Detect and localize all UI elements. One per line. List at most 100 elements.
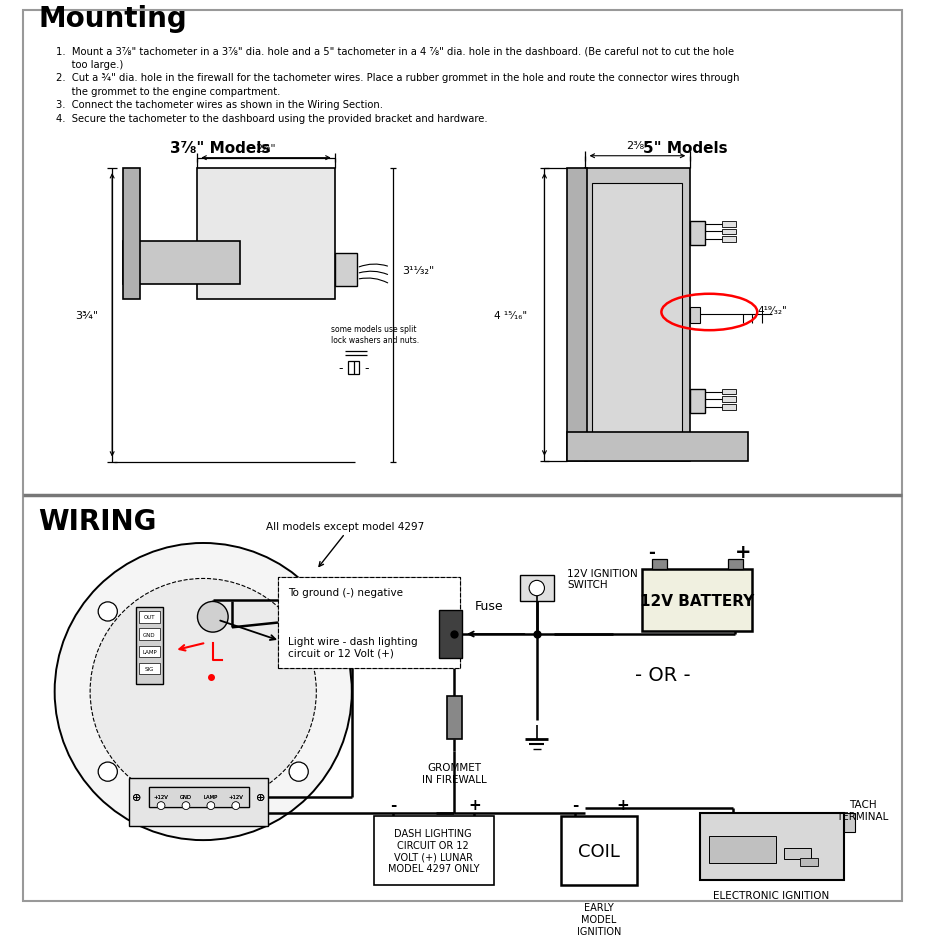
Circle shape (182, 802, 190, 810)
Bar (123, 169, 140, 300)
Text: 4 ¹⁵⁄₁₆": 4 ¹⁵⁄₁₆" (494, 311, 527, 320)
Text: +12V: +12V (228, 795, 243, 799)
Text: ⊕: ⊕ (132, 792, 142, 802)
Bar (278, 577, 460, 668)
Text: TACH
TERMINAL: TACH TERMINAL (836, 799, 889, 821)
Circle shape (290, 602, 308, 622)
Text: 2ⁱ⁄₈": 2ⁱ⁄₈" (255, 144, 276, 154)
Bar (709, 837, 776, 863)
Bar (139, 611, 160, 622)
Bar (652, 560, 667, 569)
Text: ELECTRONIC IGNITION: ELECTRONIC IGNITION (713, 890, 830, 900)
Text: 1.  Mount a 3⅞" tachometer in a 3⅞" dia. hole and a 5" tachometer in a 4 ⅞" dia.: 1. Mount a 3⅞" tachometer in a 3⅞" dia. … (56, 47, 734, 56)
Text: DASH LIGHTING
CIRCUIT OR 12
VOLT (+) LUNAR
MODEL 4297 ONLY: DASH LIGHTING CIRCUIT OR 12 VOLT (+) LUN… (388, 828, 479, 873)
Text: 4¹⁹⁄₃₂": 4¹⁹⁄₃₂" (758, 306, 787, 315)
Bar (567, 432, 747, 461)
Bar (348, 361, 360, 375)
Text: +12V: +12V (154, 795, 168, 799)
Bar (690, 389, 705, 413)
Circle shape (232, 802, 240, 810)
Text: GROMMET
IN FIREWALL: GROMMET IN FIREWALL (422, 763, 487, 784)
Text: 12V IGNITION
SWITCH: 12V IGNITION SWITCH (567, 568, 638, 590)
Bar (699, 813, 844, 881)
Bar (844, 813, 855, 832)
Bar (722, 237, 736, 242)
Circle shape (290, 762, 308, 782)
Bar (123, 241, 240, 285)
Text: 5" Models: 5" Models (643, 140, 728, 155)
Text: +: + (468, 797, 481, 812)
Circle shape (55, 544, 352, 841)
Circle shape (157, 802, 165, 810)
Circle shape (90, 578, 316, 805)
Bar (642, 569, 752, 632)
Text: 12V BATTERY: 12V BATTERY (640, 593, 754, 608)
Text: LAMP: LAMP (142, 649, 157, 654)
Text: WIRING: WIRING (38, 507, 156, 535)
Bar (722, 404, 736, 410)
Bar (139, 663, 160, 675)
Bar (139, 629, 160, 640)
Text: GND: GND (180, 795, 191, 799)
Text: LAMP: LAMP (204, 795, 218, 799)
Circle shape (182, 802, 190, 810)
Text: 3¹¹⁄₃₂": 3¹¹⁄₃₂" (402, 266, 435, 275)
Bar (690, 308, 699, 323)
Text: 2³⁄₈": 2³⁄₈" (626, 141, 649, 151)
Circle shape (98, 602, 117, 622)
Bar (149, 787, 249, 807)
Text: 3.  Connect the tachometer wires as shown in the Wiring Section.: 3. Connect the tachometer wires as shown… (56, 100, 383, 110)
Text: ⊕: ⊕ (132, 792, 142, 802)
Circle shape (207, 802, 215, 810)
Circle shape (232, 802, 240, 810)
Text: EARLY
MODEL
IGNITION: EARLY MODEL IGNITION (577, 902, 622, 936)
Bar (447, 696, 462, 739)
Text: some models use split
lock washers and nuts.: some models use split lock washers and n… (331, 325, 419, 344)
Bar (728, 560, 743, 569)
Text: +12V: +12V (154, 795, 168, 799)
Text: -: - (572, 797, 578, 812)
Bar (439, 610, 462, 658)
Text: -: - (338, 361, 342, 374)
Bar (722, 222, 736, 227)
Text: +: + (617, 797, 629, 812)
Bar (585, 169, 690, 461)
Text: ⊕: ⊕ (256, 792, 265, 802)
Text: Fuse: Fuse (475, 599, 503, 612)
Text: -: - (648, 543, 655, 561)
Text: +: + (734, 543, 751, 562)
Text: OUT: OUT (143, 615, 155, 620)
Bar (149, 787, 249, 807)
Bar (130, 778, 268, 826)
Text: To ground (-) negative: To ground (-) negative (288, 587, 402, 597)
Circle shape (627, 436, 648, 457)
Circle shape (197, 602, 228, 633)
Text: 3⅞" Models: 3⅞" Models (170, 140, 271, 155)
Text: - OR -: - OR - (635, 665, 691, 684)
Bar (722, 397, 736, 402)
Bar (690, 222, 705, 245)
Bar (592, 183, 683, 432)
Text: the grommet to the engine compartment.: the grommet to the engine compartment. (56, 87, 280, 96)
Circle shape (529, 580, 545, 596)
Circle shape (593, 436, 614, 457)
Bar (336, 254, 356, 286)
Text: too large.): too large.) (56, 60, 123, 70)
Circle shape (98, 762, 117, 782)
Text: -: - (389, 797, 396, 812)
Text: SIG: SIG (145, 666, 154, 671)
Bar (722, 229, 736, 235)
Bar (278, 577, 460, 668)
Text: ⊕: ⊕ (256, 792, 265, 802)
Text: COIL: COIL (578, 841, 620, 860)
Bar (520, 575, 554, 602)
Bar (722, 389, 736, 395)
Bar (567, 169, 586, 461)
Circle shape (207, 802, 215, 810)
Bar (139, 646, 160, 657)
Text: 3¾": 3¾" (76, 311, 99, 320)
Text: Light wire - dash lighting
circuit or 12 Volt (+): Light wire - dash lighting circuit or 12… (288, 636, 417, 658)
Bar (800, 858, 818, 866)
Bar (374, 816, 494, 885)
Text: 2.  Cut a ¾" dia. hole in the firewall for the tachometer wires. Place a rubber : 2. Cut a ¾" dia. hole in the firewall fo… (56, 73, 739, 83)
